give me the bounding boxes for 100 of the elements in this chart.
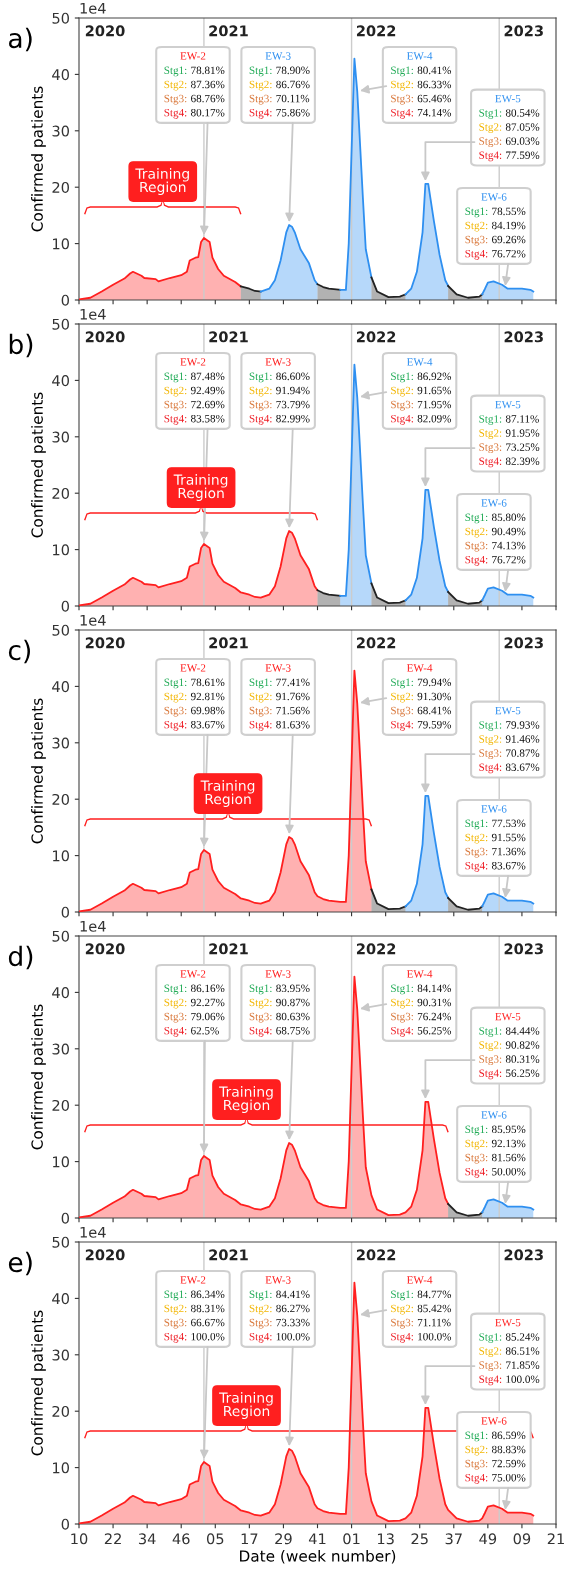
annotation: 92.49% [190,386,225,395]
annotation: Stg4: [391,1026,413,1037]
text: 1e4 [80,308,106,320]
annotation: 77.53% [492,819,526,828]
chart-title: a) [9,27,32,52]
ref-line-label: 2021 [209,1249,248,1261]
annotation: 80.17% [191,108,225,117]
annotation: 83.67% [191,720,225,729]
annotation: 85.42% [417,1304,452,1313]
annotation: 76.72% [492,249,526,258]
x-tick-label: 09 [513,1533,531,1545]
ref-line-label: 2021 [209,25,248,37]
y-tick-label: 20 [52,181,69,193]
annotation: Stg3: [249,94,272,105]
annotation: 71.95% [417,400,452,409]
annotation: 68.41% [417,706,452,715]
y-tick-label: 50 [52,624,69,636]
annotation: Stg1: [164,678,187,689]
ref-line-label: 2023 [504,25,543,37]
y-tick-label: 10 [53,544,69,556]
annotation: Stg2: [164,386,187,397]
annotation: Stg4: [164,1332,187,1343]
annotation: Stg2: [249,1304,272,1315]
annotation: Stg4: [465,1167,488,1178]
annotation: 75.86% [276,108,310,117]
annotation: 69.26% [492,235,526,244]
annotation: Stg1: [465,1125,488,1136]
x-tick-label: 46 [172,1533,190,1545]
chart-title: c) [8,639,30,664]
annotation: Stg4: [391,108,413,119]
annotation: EW-4 [406,1276,433,1284]
annotation: 90.49% [491,527,526,536]
annotation: 78.55% [492,207,526,216]
annotation: EW-4 [406,358,433,366]
annotation: 100.0% [506,1375,540,1384]
annotation: Stg1: [465,1431,488,1442]
annotation: Stg2: [479,429,502,440]
annotation: Stg2: [164,692,187,703]
annotation: Stg4: [479,763,502,774]
ref-line-label: 2023 [504,943,543,955]
x-tick-label: 34 [138,1533,156,1545]
annotation: Stg4: [164,108,187,119]
y-axis-title: Confirmed patients [31,1310,46,1456]
annotation: 91.65% [417,386,452,395]
annotation: 82.39% [505,457,540,466]
annotation: 83.95% [276,984,310,993]
annotation: Stg4: [249,1026,272,1037]
annotation: 70.11% [276,94,310,103]
y-axis-title: Confirmed patients [31,86,46,232]
annotation: EW-5 [495,400,521,409]
annotation: 79.59% [417,720,452,729]
annotation: EW-3 [265,970,291,978]
annotation: Stg2: [479,1347,502,1358]
y-tick-label: 30 [52,1043,69,1055]
annotation: 2020 [85,25,125,37]
annotation: 68.76% [191,94,225,103]
annotation: 85.80% [491,513,526,522]
annotation: 70.87% [506,749,540,757]
annotation: 56.25% [506,1069,540,1078]
ref-line-label: 2021 [209,331,248,343]
annotation: 77.41% [276,678,310,687]
annotation: Stg4: [391,414,413,425]
annotation: 73.79% [276,400,310,409]
x-tick-label: 21 [547,1533,564,1545]
x-tick-label: 05 [206,1533,224,1545]
annotation: Stg3: [391,400,413,411]
annotation: EW-5 [495,94,521,103]
y-tick-label: 10 [53,238,69,250]
annotation: 87.05% [505,123,540,131]
annotation: 80.54% [505,109,540,117]
annotation: Stg1: [479,415,502,425]
annotation: Stg2: [391,386,413,397]
annotation: 78.61% [191,678,225,687]
annotation: 2020 [85,943,125,955]
annotation: 2020 [85,1249,125,1261]
annotation: Stg1: [391,678,413,689]
annotation: EW-6 [481,805,507,813]
annotation: Stg2: [164,80,187,91]
annotation: EW-4 [406,664,433,672]
annotation: 66.67% [191,1318,225,1327]
annotation: 100.0% [418,1332,452,1341]
y-tick-label: 10 [53,1156,69,1168]
annotation: 91.46% [505,735,540,743]
annotation: Stg4: [479,1375,502,1386]
annotation: Stg1: [249,984,272,995]
annotation: Stg4: [391,720,413,731]
y-axis-title: Confirmed patients [31,698,46,844]
annotation: EW-2 [180,664,206,672]
x-tick-label: 10 [71,1533,88,1545]
ref-line-label: 2023 [504,1249,543,1261]
annotation: Stg2: [391,80,413,91]
annotation: 69.03% [505,137,540,145]
annotation: 88.31% [191,1304,225,1313]
y-tick-label: 20 [52,487,69,499]
annotation: Stg3: [164,1012,187,1023]
y-tick-label: 30 [52,737,69,749]
annotation: Stg3: [249,400,272,411]
annotation: Stg1: [164,372,187,383]
annotation: 85.95% [491,1125,526,1134]
annotation: 90.31% [417,998,452,1007]
